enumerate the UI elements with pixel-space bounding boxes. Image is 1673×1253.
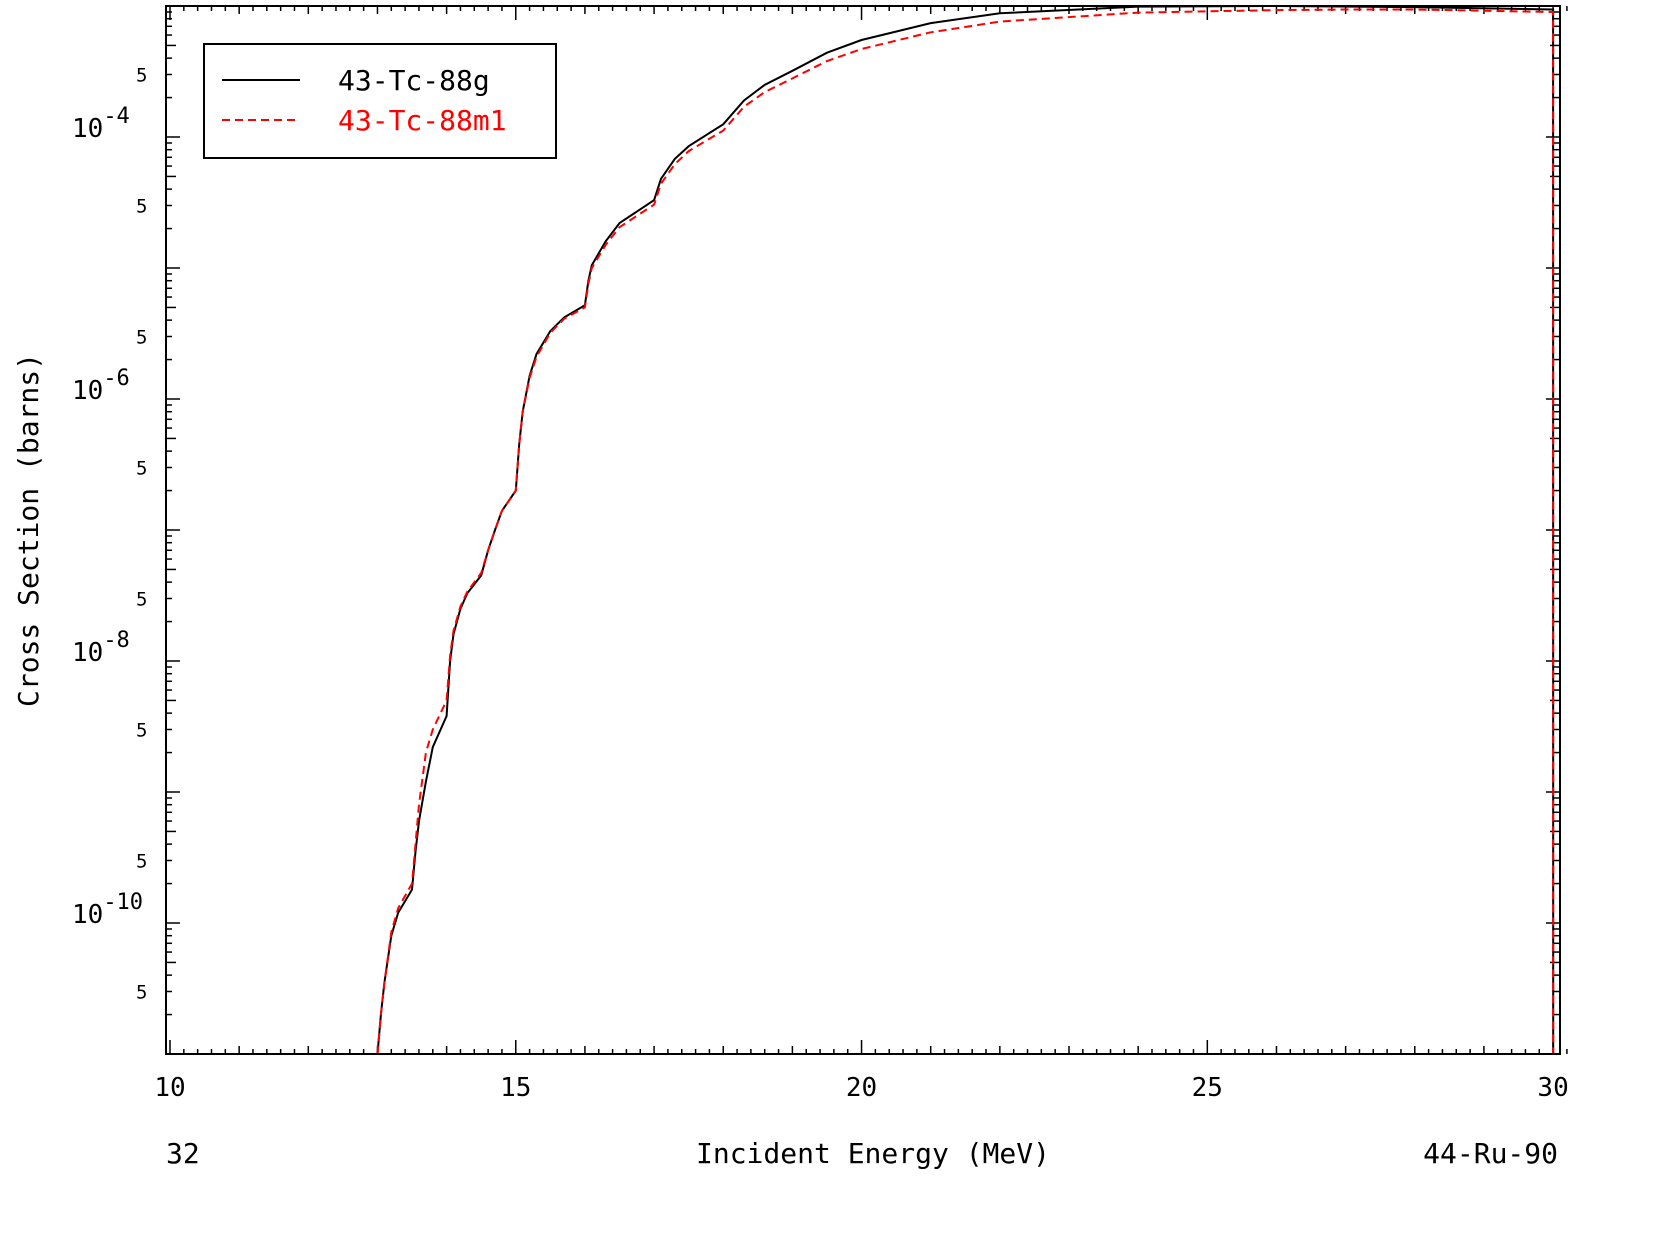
- y-minor-tick-label: 5: [136, 64, 147, 86]
- series-line-1: [376, 4, 1555, 1055]
- series-layer: [376, 4, 1555, 1055]
- x-tick-labels: 10 15 20 25 30: [154, 1073, 1568, 1103]
- y-minor-tick-label: 5: [136, 588, 147, 610]
- footer-right-label: 44-Ru-90: [1423, 1137, 1558, 1170]
- y-minor-tick-label: 5: [136, 457, 147, 479]
- y-minor-tick-label: 5: [136, 195, 147, 217]
- x-axis-title: Incident Energy (MeV): [696, 1137, 1050, 1170]
- x-tick-label: 25: [1192, 1073, 1223, 1103]
- x-tick-label: 10: [154, 1073, 185, 1103]
- y-minor-tick-label: 5: [136, 326, 147, 348]
- legend: 43-Tc-88g 43-Tc-88m1: [203, 43, 557, 159]
- legend-box: [203, 43, 557, 159]
- x-tick-label: 20: [846, 1073, 877, 1103]
- y-axis-title: Cross Section (barns): [12, 353, 45, 707]
- y-minor-tick-label: 5: [136, 981, 147, 1003]
- legend-label-series-2: 43-Tc-88m1: [338, 104, 507, 137]
- x-tick-label: 30: [1537, 1073, 1568, 1103]
- footer-left-label: 32: [166, 1137, 200, 1170]
- y-minor-tick-label: 5: [136, 850, 147, 872]
- plot-frame: [165, 5, 1561, 1055]
- legend-label-series-1: 43-Tc-88g: [338, 64, 490, 97]
- x-tick-label: 15: [500, 1073, 531, 1103]
- y-minor-tick-label: 5: [136, 719, 147, 741]
